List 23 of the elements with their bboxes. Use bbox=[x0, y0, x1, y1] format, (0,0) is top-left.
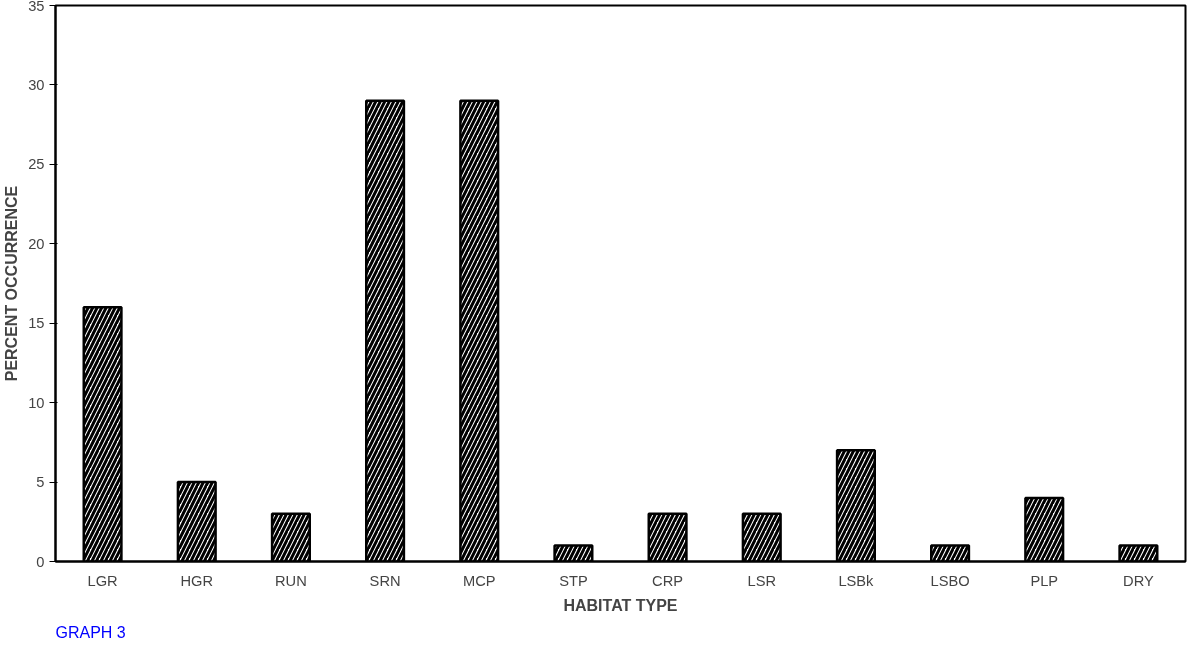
y-tick-label: 20 bbox=[28, 235, 45, 252]
x-tick-label: LSR bbox=[747, 572, 777, 589]
x-tick-label: CRP bbox=[652, 572, 684, 589]
x-tick-label: LSBO bbox=[930, 572, 970, 589]
y-tick-label: 5 bbox=[36, 474, 45, 491]
y-axis-title: PERCENT OCCURRENCE bbox=[3, 185, 21, 382]
x-tick-label: SRN bbox=[369, 572, 401, 589]
x-tick-label: LGR bbox=[87, 572, 118, 589]
x-tick-label: RUN bbox=[275, 572, 307, 589]
x-axis-title: HABITAT TYPE bbox=[563, 596, 678, 614]
y-tick-label: 30 bbox=[28, 76, 45, 93]
x-tick-label: DRY bbox=[1123, 572, 1154, 589]
x-tick-label: HGR bbox=[180, 572, 214, 589]
caption: GRAPH 3 bbox=[55, 623, 126, 641]
x-tick-label: PLP bbox=[1030, 572, 1059, 589]
y-tick-label: 35 bbox=[28, 0, 45, 14]
x-tick-label: MCP bbox=[462, 572, 496, 589]
y-tick-label: 0 bbox=[36, 553, 45, 570]
y-tick-label: 25 bbox=[28, 156, 45, 173]
x-tick-label: STP bbox=[559, 572, 588, 589]
y-tick-label: 10 bbox=[28, 394, 45, 411]
x-tick-label: LSBk bbox=[838, 572, 875, 589]
y-tick-label: 15 bbox=[28, 315, 45, 332]
